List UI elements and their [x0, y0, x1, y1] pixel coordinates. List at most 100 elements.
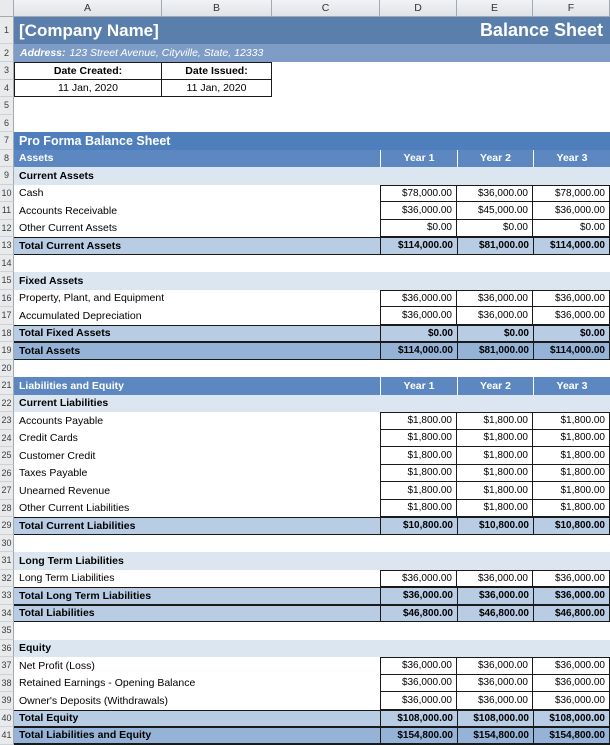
line-item-value[interactable]: $78,000.00 — [533, 184, 610, 202]
total-value[interactable]: $81,000.00 — [457, 238, 533, 254]
line-item-label[interactable]: Other Current Liabilities — [19, 502, 130, 515]
total-value[interactable]: $114,000.00 — [380, 238, 457, 254]
row-header-33[interactable]: 33 — [0, 587, 14, 605]
year-column-header-3[interactable]: Year 3 — [533, 377, 610, 395]
row-header-21[interactable]: 21 — [0, 377, 14, 395]
total-label[interactable]: Total Fixed Assets — [19, 327, 111, 340]
address-value[interactable]: 123 Street Avenue, Cityville, State, 123… — [69, 47, 264, 59]
line-item-label[interactable]: Long Term Liabilities — [19, 572, 115, 585]
subsection-label[interactable]: Equity — [19, 642, 52, 655]
line-item-value[interactable]: $0.00 — [380, 219, 457, 237]
row-header-35[interactable]: 35 — [0, 622, 14, 640]
line-item-value[interactable]: $36,000.00 — [457, 289, 533, 307]
line-item-label[interactable]: Cash — [19, 187, 44, 200]
line-item-value[interactable]: $1,800.00 — [533, 412, 610, 430]
column-header-F[interactable]: F — [533, 0, 610, 17]
section-header-label[interactable]: Assets — [19, 152, 54, 165]
total-label[interactable]: Total Long Term Liabilities — [19, 589, 152, 602]
total-value[interactable]: $0.00 — [380, 325, 457, 341]
line-item-label[interactable]: Accounts Payable — [19, 414, 104, 427]
subsection-label[interactable]: Current Liabilities — [19, 397, 109, 410]
row-header-11[interactable]: 11 — [0, 202, 14, 220]
row-header-29[interactable]: 29 — [0, 517, 14, 535]
report-title[interactable]: Pro Forma Balance Sheet — [19, 133, 171, 148]
line-item-value[interactable]: $36,000.00 — [457, 307, 533, 325]
subsection-label[interactable]: Long Term Liabilities — [19, 554, 124, 567]
line-item-label[interactable]: Owner's Deposits (Withdrawals) — [19, 694, 169, 707]
row-header-26[interactable]: 26 — [0, 464, 14, 482]
line-item-value[interactable]: $1,800.00 — [457, 482, 533, 500]
row-header-22[interactable]: 22 — [0, 394, 14, 412]
line-item-value[interactable]: $1,800.00 — [380, 499, 457, 517]
column-header-D[interactable]: D — [380, 0, 457, 17]
line-item-value[interactable]: $1,800.00 — [380, 412, 457, 430]
total-label[interactable]: Total Assets — [19, 344, 81, 357]
line-item-value[interactable]: $36,000.00 — [457, 569, 533, 587]
date-issued-value-cell[interactable]: 11 Jan, 2020 — [162, 79, 272, 97]
row-header-17[interactable]: 17 — [0, 307, 14, 325]
line-item-value[interactable]: $36,000.00 — [457, 692, 533, 710]
year-column-header-3[interactable]: Year 3 — [533, 149, 610, 167]
total-value[interactable]: $114,000.00 — [380, 343, 457, 359]
row-header-34[interactable]: 34 — [0, 604, 14, 622]
year-column-header-2[interactable]: Year 2 — [457, 377, 533, 395]
row-header-10[interactable]: 10 — [0, 184, 14, 202]
line-item-value[interactable]: $1,800.00 — [533, 482, 610, 500]
row-header-30[interactable]: 30 — [0, 534, 14, 552]
total-value[interactable]: $46,800.00 — [533, 605, 610, 621]
date-issued-label-cell[interactable]: Date Issued: — [162, 62, 272, 80]
row-header-41[interactable]: 41 — [0, 727, 14, 745]
total-value[interactable]: $46,800.00 — [457, 605, 533, 621]
line-item-value[interactable]: $36,000.00 — [533, 307, 610, 325]
total-value[interactable]: $108,000.00 — [533, 710, 610, 726]
total-value[interactable]: $10,800.00 — [533, 518, 610, 534]
date-created-label-cell[interactable]: Date Created: — [14, 62, 162, 80]
line-item-value[interactable]: $36,000.00 — [457, 657, 533, 675]
row-header-12[interactable]: 12 — [0, 219, 14, 237]
line-item-label[interactable]: Taxes Payable — [19, 467, 88, 480]
line-item-label[interactable]: Accounts Receivable — [19, 204, 118, 217]
row-header-13[interactable]: 13 — [0, 237, 14, 255]
subsection-label[interactable]: Fixed Assets — [19, 274, 84, 287]
total-value[interactable]: $81,000.00 — [457, 343, 533, 359]
line-item-value[interactable]: $1,800.00 — [380, 429, 457, 447]
row-header-16[interactable]: 16 — [0, 289, 14, 307]
column-header-E[interactable]: E — [457, 0, 533, 17]
total-value[interactable]: $46,800.00 — [380, 605, 457, 621]
line-item-value[interactable]: $36,000.00 — [380, 289, 457, 307]
line-item-value[interactable]: $36,000.00 — [457, 184, 533, 202]
column-header-B[interactable]: B — [162, 0, 272, 17]
row-header-32[interactable]: 32 — [0, 569, 14, 587]
column-header-C[interactable]: C — [272, 0, 380, 17]
line-item-value[interactable]: $36,000.00 — [533, 202, 610, 220]
line-item-value[interactable]: $36,000.00 — [457, 674, 533, 692]
line-item-value[interactable]: $0.00 — [533, 219, 610, 237]
row-header-20[interactable]: 20 — [0, 359, 14, 377]
section-header-label[interactable]: Liabilities and Equity — [19, 379, 125, 392]
sheet-title[interactable]: Balance Sheet — [479, 20, 603, 40]
row-header-37[interactable]: 37 — [0, 657, 14, 675]
address-label[interactable]: Address: — [20, 47, 66, 59]
row-header-18[interactable]: 18 — [0, 324, 14, 342]
line-item-label[interactable]: Retained Earnings - Opening Balance — [19, 677, 196, 690]
row-header-25[interactable]: 25 — [0, 447, 14, 465]
line-item-value[interactable]: $36,000.00 — [533, 657, 610, 675]
line-item-value[interactable]: $1,800.00 — [533, 464, 610, 482]
subsection-label[interactable]: Current Assets — [19, 169, 94, 182]
line-item-label[interactable]: Property, Plant, and Equipment — [19, 292, 165, 305]
line-item-value[interactable]: $36,000.00 — [380, 674, 457, 692]
line-item-label[interactable]: Net Profit (Loss) — [19, 659, 95, 672]
total-value[interactable]: $0.00 — [457, 325, 533, 341]
total-value[interactable]: $36,000.00 — [533, 588, 610, 604]
row-header-14[interactable]: 14 — [0, 254, 14, 272]
row-header-19[interactable]: 19 — [0, 342, 14, 360]
line-item-label[interactable]: Accumulated Depreciation — [19, 309, 142, 322]
line-item-value[interactable]: $36,000.00 — [533, 692, 610, 710]
year-column-header-2[interactable]: Year 2 — [457, 149, 533, 167]
row-header-15[interactable]: 15 — [0, 272, 14, 290]
row-header-1[interactable]: 1 — [0, 17, 14, 44]
total-value[interactable]: $154,800.00 — [457, 728, 533, 743]
row-header-24[interactable]: 24 — [0, 429, 14, 447]
total-value[interactable]: $154,800.00 — [533, 728, 610, 743]
line-item-value[interactable]: $1,800.00 — [380, 464, 457, 482]
